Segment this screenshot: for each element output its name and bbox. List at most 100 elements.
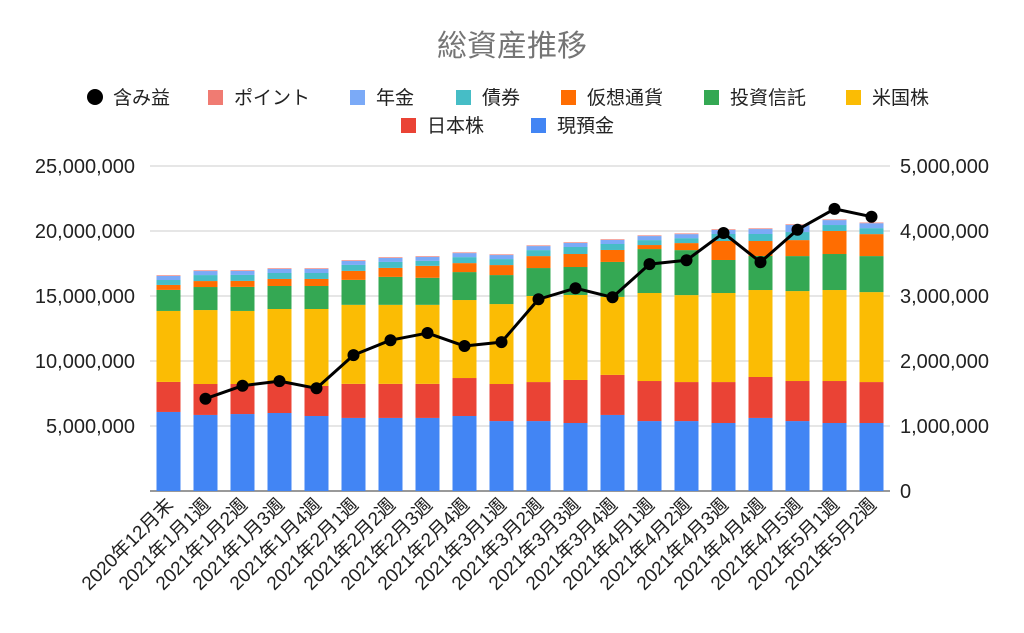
bar-series7-cat11 — [563, 379, 588, 424]
left-y-tick-label: 15,000,000 — [35, 286, 135, 308]
legend-marker — [87, 89, 103, 105]
legend-marker — [350, 90, 365, 105]
bar-series2-cat7 — [415, 256, 440, 261]
x-axis: 2020年12月末2021年1月1週2021年1月2週2021年1月3週2021… — [77, 494, 881, 595]
bar-series1-cat12 — [600, 239, 625, 240]
legend-item: 含み益 — [87, 87, 170, 109]
bar-series7-cat16 — [748, 376, 773, 418]
bar-series7-cat18 — [822, 381, 847, 424]
bar-series6-cat5 — [341, 304, 366, 384]
bar-series1-cat19 — [859, 222, 884, 224]
right-y-tick-label: 1,000,000 — [900, 416, 989, 438]
right-y-tick-label: 2,000,000 — [900, 351, 989, 373]
bar-series6-cat11 — [563, 294, 588, 380]
bar-series8-cat8 — [452, 415, 477, 491]
bar-series2-cat10 — [526, 246, 551, 251]
point-series0-cat15 — [717, 226, 730, 239]
bar-series6-cat14 — [674, 295, 699, 383]
bar-series1-cat7 — [415, 256, 440, 257]
bar-series4-cat3 — [267, 278, 292, 286]
bar-series1-cat2 — [230, 270, 255, 271]
bar-series3-cat1 — [193, 275, 218, 282]
legend-item: 米国株 — [846, 87, 929, 109]
bar-series4-cat19 — [859, 234, 884, 257]
bar-series3-cat12 — [600, 244, 625, 250]
bar-series2-cat16 — [748, 229, 773, 234]
point-series0-cat7 — [421, 327, 434, 340]
bar-series8-cat3 — [267, 413, 292, 491]
bar-series2-cat18 — [822, 220, 847, 226]
bar-series7-cat6 — [378, 383, 403, 418]
bar-series4-cat7 — [415, 265, 440, 278]
bar-series4-cat14 — [674, 243, 699, 251]
right-y-tick-label: 5,000,000 — [900, 156, 989, 178]
legend-label: ポイント — [234, 87, 310, 109]
bar-series1-cat14 — [674, 233, 699, 235]
right-y-tick-label: 3,000,000 — [900, 286, 989, 308]
bar-series8-cat18 — [822, 423, 847, 491]
left-y-tick-label: 25,000,000 — [35, 156, 135, 178]
bar-series7-cat7 — [415, 383, 440, 418]
legend-label: 債券 — [482, 87, 520, 109]
bar-series1-cat4 — [304, 268, 329, 269]
point-series0-cat1 — [199, 392, 212, 405]
bar-series7-cat8 — [452, 378, 477, 416]
point-series0-cat17 — [791, 223, 804, 236]
bar-series4-cat1 — [193, 281, 218, 288]
bar-series1-cat11 — [563, 242, 588, 243]
point-series0-cat16 — [754, 256, 767, 269]
bar-series7-cat19 — [859, 382, 884, 424]
bar-series6-cat4 — [304, 309, 329, 386]
legend-label: 年金 — [376, 87, 414, 109]
legend-label: 仮想通貨 — [587, 87, 663, 109]
bar-series4-cat9 — [489, 265, 514, 276]
bar-series6-cat2 — [230, 310, 255, 385]
bar-series3-cat19 — [859, 228, 884, 235]
bar-series7-cat15 — [711, 382, 736, 424]
bar-series4-cat10 — [526, 256, 551, 269]
bar-series8-cat2 — [230, 414, 255, 491]
bar-series4-cat15 — [711, 241, 736, 260]
chart-title: 総資産推移 — [437, 30, 587, 63]
bar-series4-cat8 — [452, 263, 477, 273]
bar-series4-cat6 — [378, 267, 403, 277]
legend-item: 現預金 — [531, 115, 614, 137]
point-series0-cat12 — [606, 291, 619, 304]
legend-label: 米国株 — [872, 87, 929, 109]
bar-series5-cat10 — [526, 268, 551, 296]
bar-series6-cat17 — [785, 291, 810, 382]
legend-item: 日本株 — [401, 115, 484, 137]
bar-series8-cat14 — [674, 421, 699, 491]
bar-series2-cat4 — [304, 268, 329, 273]
bar-series7-cat10 — [526, 382, 551, 422]
point-series0-cat14 — [680, 254, 693, 267]
bar-series7-cat9 — [489, 384, 514, 422]
bar-series6-cat18 — [822, 290, 847, 382]
bar-series6-cat12 — [600, 296, 625, 375]
bar-series2-cat2 — [230, 270, 255, 275]
bar-series1-cat10 — [526, 245, 551, 247]
bar-series8-cat15 — [711, 423, 736, 491]
bar-series6-cat1 — [193, 310, 218, 385]
bar-series8-cat9 — [489, 421, 514, 491]
bar-series5-cat17 — [785, 256, 810, 292]
bar-series1-cat5 — [341, 260, 366, 261]
bar-series3-cat13 — [637, 240, 662, 246]
point-series0-cat11 — [569, 282, 582, 295]
bar-series5-cat15 — [711, 259, 736, 294]
point-series0-cat6 — [384, 334, 397, 347]
bar-series8-cat5 — [341, 417, 366, 491]
bar-series3-cat16 — [748, 233, 773, 242]
bar-series4-cat18 — [822, 231, 847, 255]
legend-label: 投資信託 — [730, 87, 806, 109]
bar-series3-cat2 — [230, 274, 255, 281]
legend-label: 日本株 — [427, 115, 484, 137]
left-y-tick-label: 5,000,000 — [46, 416, 135, 438]
bar-series5-cat8 — [452, 272, 477, 301]
bar-series2-cat11 — [563, 242, 588, 247]
bar-series3-cat7 — [415, 260, 440, 266]
legend-marker — [208, 90, 223, 105]
bar-series5-cat4 — [304, 285, 329, 309]
bar-series8-cat13 — [637, 421, 662, 491]
bar-series3-cat6 — [378, 261, 403, 268]
